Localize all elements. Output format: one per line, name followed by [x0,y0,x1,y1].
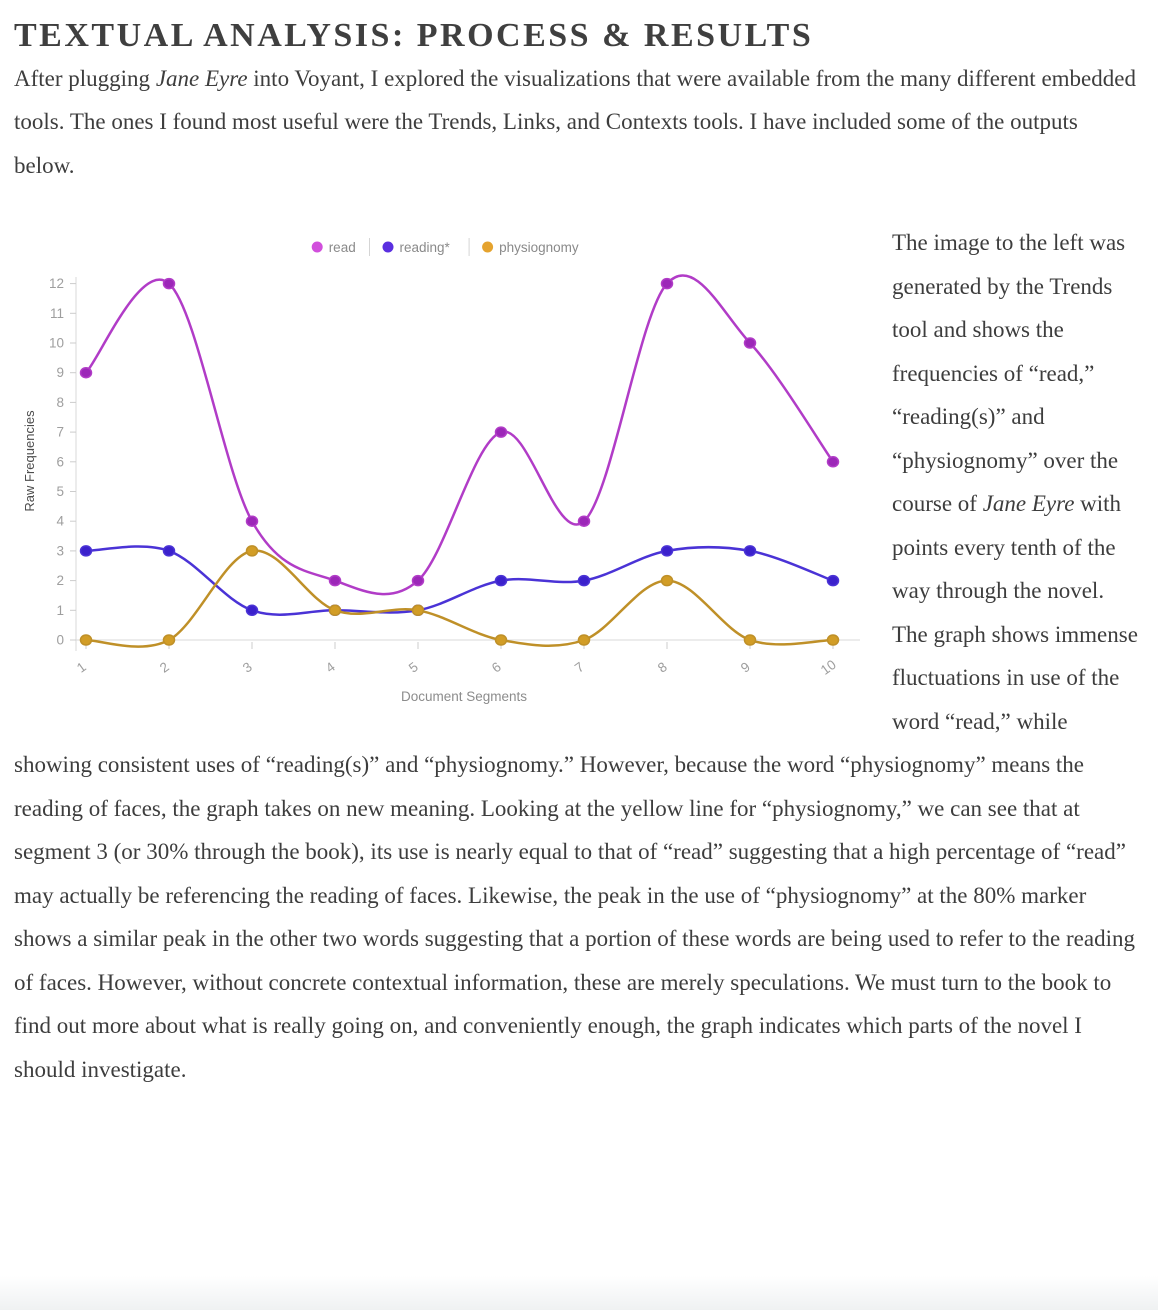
data-point [494,634,508,647]
data-point [494,575,508,587]
y-tick-label: 1 [56,603,64,618]
data-point [79,367,93,379]
text-segment: into Voyant, I explored the visualizatio… [14,65,1136,178]
data-point [743,545,757,557]
data-point [245,545,259,557]
text-segment: The image to the left was generated by t… [892,230,1126,517]
series-line [85,274,835,596]
series-read [79,274,840,596]
series-reading [79,545,840,617]
x-tick-label: 7 [572,659,587,676]
x-tick-label: 4 [323,659,338,676]
italic-book-title: Jane Eyre [982,491,1075,517]
data-point [577,634,591,647]
y-tick-label: 4 [56,514,64,529]
legend-item-physiognomy: physiognomy [482,240,579,255]
y-tick-label: 9 [56,365,64,380]
data-point [660,545,674,557]
data-point [162,545,176,557]
data-point [660,575,674,587]
data-point [328,575,342,587]
y-tick-label: 6 [56,455,64,470]
article: TEXTUAL ANALYSIS: PROCESS & RESULTS Afte… [0,16,1158,1091]
page-title: TEXTUAL ANALYSIS: PROCESS & RESULTS [14,17,814,54]
x-tick-label: 5 [406,659,421,676]
series-physiognomy [79,545,840,649]
data-point [245,604,259,617]
x-tick-label: 10 [818,657,839,678]
data-point [660,278,674,290]
legend-dot [482,241,494,253]
italic-book-title: Jane Eyre [155,65,248,91]
data-point [743,337,757,350]
legend-item-reading: reading* [382,240,451,255]
y-tick-label: 0 [56,633,64,648]
y-tick-label: 10 [49,336,64,351]
x-tick-label: 1 [74,659,89,676]
data-point [826,634,840,647]
data-point [577,515,591,528]
x-tick-label: 6 [489,659,504,676]
y-tick-label: 7 [56,425,64,440]
series-line [85,545,834,617]
data-point [743,634,757,647]
data-point [494,426,508,439]
y-tick-label: 2 [56,573,64,588]
data-point [162,278,176,290]
x-tick-label: 2 [157,659,172,676]
legend-label: read [329,240,356,255]
y-tick-label: 5 [56,484,64,499]
y-tick-label: 3 [56,544,64,559]
body-paragraph: The image to the left was generated by t… [14,221,1144,1091]
body-section: 0 1 2 3 4 5 6 7 8 9 10 11 12 1 2 3 4 5 6 7 8 9 10 Raw Frequenci… [14,221,1144,1091]
data-point [411,604,425,617]
text-segment: with points every tenth of the way throu… [14,491,1138,1082]
y-tick-label: 11 [50,306,64,321]
data-point [79,634,93,647]
y-tick-label: 8 [56,395,64,410]
data-point [577,575,591,587]
trends-chart-figure[interactable]: 0 1 2 3 4 5 6 7 8 9 10 11 12 1 2 3 4 5 6 7 8 9 10 Raw Frequenci… [14,221,876,713]
data-point [79,545,93,557]
x-tick-label: 8 [655,659,670,676]
intro-paragraph: After plugging Jane Eyre into Voyant, I … [14,57,1144,188]
chart-legend: read reading* physiognomy [311,238,579,257]
text-segment: After plugging [14,65,156,91]
data-point [245,515,259,528]
x-tick-label: 3 [240,659,255,676]
y-tick-label: 12 [49,276,64,291]
legend-dot [382,241,394,253]
page-bottom-fade [0,1276,1158,1310]
legend-label: physiognomy [499,240,579,255]
data-point [162,634,176,647]
data-point [328,604,342,617]
legend-label: reading* [400,240,451,255]
legend-item-read: read [311,240,356,255]
x-axis-title: Document Segments [401,689,527,704]
x-tick-label: 9 [738,659,753,676]
series-line [85,549,834,649]
y-axis-title: Raw Frequencies [22,410,37,512]
data-point [411,575,425,587]
data-point [826,575,840,587]
legend-dot [311,241,323,253]
data-point [826,456,840,468]
